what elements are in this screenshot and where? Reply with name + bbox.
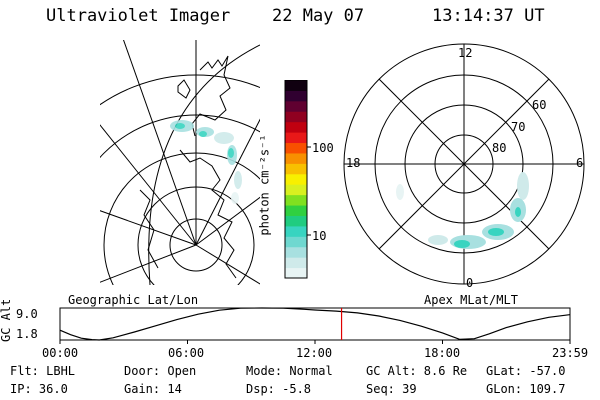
mlt-line xyxy=(378,78,550,250)
colorbar-cell xyxy=(285,173,307,185)
x-tick-label: 06:00 xyxy=(168,346,205,360)
coastline xyxy=(191,55,231,137)
coastline xyxy=(139,189,159,269)
colorbar-frame xyxy=(284,80,308,279)
colorbar-cell xyxy=(285,90,307,102)
aurora-emission xyxy=(170,120,242,204)
mlat-label-70: 70 xyxy=(511,120,526,134)
altitude-series-line xyxy=(59,307,570,341)
geographic-map xyxy=(100,40,260,285)
colorbar-cell xyxy=(285,163,307,175)
meridian-line xyxy=(123,40,197,246)
aurora-oval xyxy=(396,172,529,249)
x-tick-label: 18:00 xyxy=(424,346,461,360)
x-ticks xyxy=(59,340,571,344)
geographic-panel-label: Geographic Lat/Lon xyxy=(68,293,199,307)
colorbar-cell xyxy=(285,152,307,164)
gc-alt-info: GC Alt: 8.6 Re xyxy=(366,364,468,378)
colorbar-cell xyxy=(285,246,307,258)
time-label: 13:14:37 UT xyxy=(432,6,545,26)
glon-info: GLon: 109.7 xyxy=(486,382,566,396)
colorbar-tick-label: 100 xyxy=(312,141,334,155)
glat-info: GLat: -57.0 xyxy=(486,364,566,378)
colorbar-cell xyxy=(285,111,307,123)
y-tick-label: 9.0 xyxy=(16,307,38,321)
lat-circle xyxy=(100,74,260,106)
altitude-chart: GC Alt 9.0 1.8 xyxy=(0,300,571,344)
colorbar-tick-label: 10 xyxy=(312,229,327,243)
colorbar-cell xyxy=(285,215,307,227)
colorbar xyxy=(284,80,311,279)
filter-info: Flt: LBHL xyxy=(10,364,76,378)
mlat-label-80: 80 xyxy=(492,141,507,155)
earth-limb xyxy=(148,44,260,285)
instrument-title: Ultraviolet Imager xyxy=(46,6,231,26)
colorbar-cell xyxy=(285,80,307,91)
door-info: Door: Open xyxy=(124,364,197,378)
colorbar-cell xyxy=(285,194,307,206)
mlt-label-0: 0 xyxy=(466,276,474,290)
ip-info: IP: 36.0 xyxy=(10,382,68,396)
colorbar-cell xyxy=(285,132,307,144)
colorbar-unit-label: photon cm⁻²s⁻¹ xyxy=(257,134,272,236)
mlt-label-6: 6 xyxy=(576,156,584,170)
polar-plot xyxy=(343,43,585,285)
x-tick-label: 12:00 xyxy=(296,346,333,360)
colorbar-cell xyxy=(285,100,307,112)
colorbar-cell xyxy=(285,121,307,133)
mlat-label-60: 60 xyxy=(532,98,547,112)
meridian-line xyxy=(100,210,197,246)
meridian-line xyxy=(195,196,260,246)
x-tick-label: 00:00 xyxy=(42,346,79,360)
colorbar-cell xyxy=(285,142,307,154)
lat-circle xyxy=(100,114,260,159)
dsp-info: Dsp: -5.8 xyxy=(246,382,312,396)
seq-info: Seq: 39 xyxy=(366,382,417,396)
y-tick-label: 1.8 xyxy=(16,327,38,341)
coastline xyxy=(179,149,237,279)
colorbar-cell xyxy=(285,184,307,196)
coastline xyxy=(177,79,191,99)
gain-info: Gain: 14 xyxy=(124,382,182,396)
meridian-line xyxy=(195,244,260,285)
meridian-line xyxy=(100,244,197,283)
meridian-line xyxy=(195,118,260,246)
mode-info: Mode: Normal xyxy=(246,364,333,378)
colorbar-cell xyxy=(285,205,307,216)
y-axis-label: GC Alt xyxy=(0,300,13,342)
colorbar-cell xyxy=(285,267,307,279)
chart-frame xyxy=(59,307,571,341)
colorbar-cell xyxy=(285,236,307,248)
meridian-line xyxy=(100,124,197,246)
colorbar-gradient xyxy=(285,80,307,279)
date-label: 22 May 07 xyxy=(272,6,365,26)
mlt-label-18: 18 xyxy=(346,156,361,170)
mlt-label-12: 12 xyxy=(458,46,473,60)
colorbar-cell xyxy=(285,257,307,269)
apex-panel-label: Apex MLat/MLT xyxy=(424,293,518,307)
x-tick-label: 23:59 xyxy=(552,346,589,360)
colorbar-cell xyxy=(285,225,307,237)
